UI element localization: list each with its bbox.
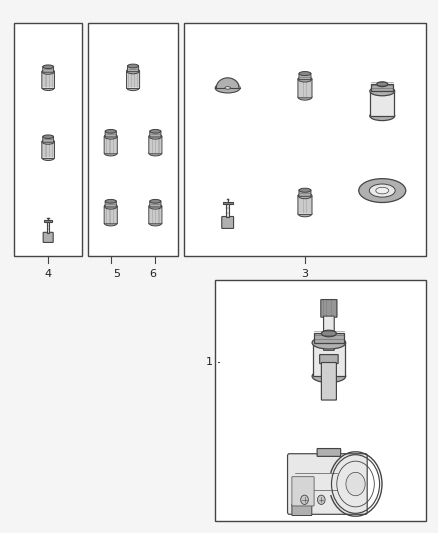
Ellipse shape (127, 85, 139, 91)
Text: 3: 3 (302, 269, 309, 279)
Ellipse shape (104, 204, 117, 209)
FancyBboxPatch shape (149, 136, 162, 154)
Bar (184, 22, 426, 256)
FancyBboxPatch shape (150, 131, 161, 137)
Ellipse shape (312, 336, 346, 349)
Ellipse shape (150, 199, 161, 203)
FancyBboxPatch shape (324, 316, 334, 350)
Bar (44, 220, 52, 222)
Ellipse shape (43, 65, 53, 69)
FancyBboxPatch shape (292, 504, 312, 515)
Text: 1: 1 (205, 357, 212, 367)
Ellipse shape (225, 87, 230, 89)
Bar (371, 84, 393, 91)
Ellipse shape (312, 370, 346, 383)
FancyBboxPatch shape (42, 71, 54, 88)
FancyBboxPatch shape (317, 449, 341, 456)
FancyBboxPatch shape (42, 141, 54, 158)
Ellipse shape (215, 83, 240, 93)
FancyBboxPatch shape (298, 195, 312, 214)
Ellipse shape (42, 85, 54, 91)
Bar (215, 280, 426, 521)
FancyBboxPatch shape (321, 300, 337, 317)
Bar (88, 22, 178, 256)
Ellipse shape (370, 111, 395, 120)
Ellipse shape (42, 69, 54, 74)
FancyBboxPatch shape (43, 66, 53, 72)
FancyBboxPatch shape (321, 362, 336, 400)
Ellipse shape (369, 184, 395, 197)
Ellipse shape (43, 135, 53, 139)
FancyBboxPatch shape (105, 201, 117, 207)
FancyBboxPatch shape (43, 232, 53, 243)
Ellipse shape (298, 193, 312, 199)
Ellipse shape (104, 221, 117, 226)
Bar (47, 222, 49, 233)
Ellipse shape (376, 187, 389, 194)
Bar (14, 22, 82, 256)
Ellipse shape (370, 86, 395, 96)
Text: 6: 6 (149, 269, 156, 279)
Ellipse shape (104, 150, 117, 156)
Bar (226, 204, 229, 217)
FancyBboxPatch shape (288, 454, 367, 514)
FancyBboxPatch shape (298, 78, 312, 98)
FancyBboxPatch shape (222, 216, 233, 229)
Ellipse shape (42, 155, 54, 160)
Bar (313, 343, 345, 376)
Ellipse shape (127, 64, 138, 68)
Ellipse shape (298, 76, 312, 82)
Ellipse shape (150, 130, 161, 133)
FancyBboxPatch shape (292, 477, 314, 506)
Ellipse shape (298, 211, 312, 217)
Ellipse shape (105, 130, 116, 133)
FancyBboxPatch shape (104, 206, 117, 224)
FancyBboxPatch shape (127, 66, 138, 71)
FancyBboxPatch shape (150, 201, 161, 207)
Text: 4: 4 (45, 269, 52, 279)
Ellipse shape (149, 150, 162, 156)
Ellipse shape (149, 134, 162, 139)
Circle shape (301, 495, 308, 504)
FancyBboxPatch shape (104, 136, 117, 154)
Ellipse shape (298, 94, 312, 100)
Ellipse shape (104, 134, 117, 139)
Ellipse shape (359, 179, 406, 203)
FancyBboxPatch shape (299, 190, 311, 196)
FancyBboxPatch shape (320, 354, 338, 364)
FancyBboxPatch shape (149, 206, 162, 224)
Ellipse shape (42, 139, 54, 144)
Text: 5: 5 (113, 269, 120, 279)
FancyBboxPatch shape (299, 73, 311, 79)
Circle shape (346, 472, 365, 496)
Ellipse shape (149, 221, 162, 226)
Ellipse shape (127, 68, 139, 74)
Ellipse shape (377, 82, 388, 87)
Circle shape (318, 495, 325, 504)
Bar (314, 334, 344, 343)
Bar (370, 91, 394, 116)
FancyBboxPatch shape (127, 70, 140, 88)
Ellipse shape (149, 204, 162, 209)
FancyBboxPatch shape (105, 131, 117, 137)
Ellipse shape (105, 199, 116, 203)
Ellipse shape (321, 330, 336, 337)
Ellipse shape (299, 188, 311, 192)
Bar (223, 202, 233, 204)
FancyBboxPatch shape (43, 136, 53, 142)
Ellipse shape (299, 71, 311, 76)
